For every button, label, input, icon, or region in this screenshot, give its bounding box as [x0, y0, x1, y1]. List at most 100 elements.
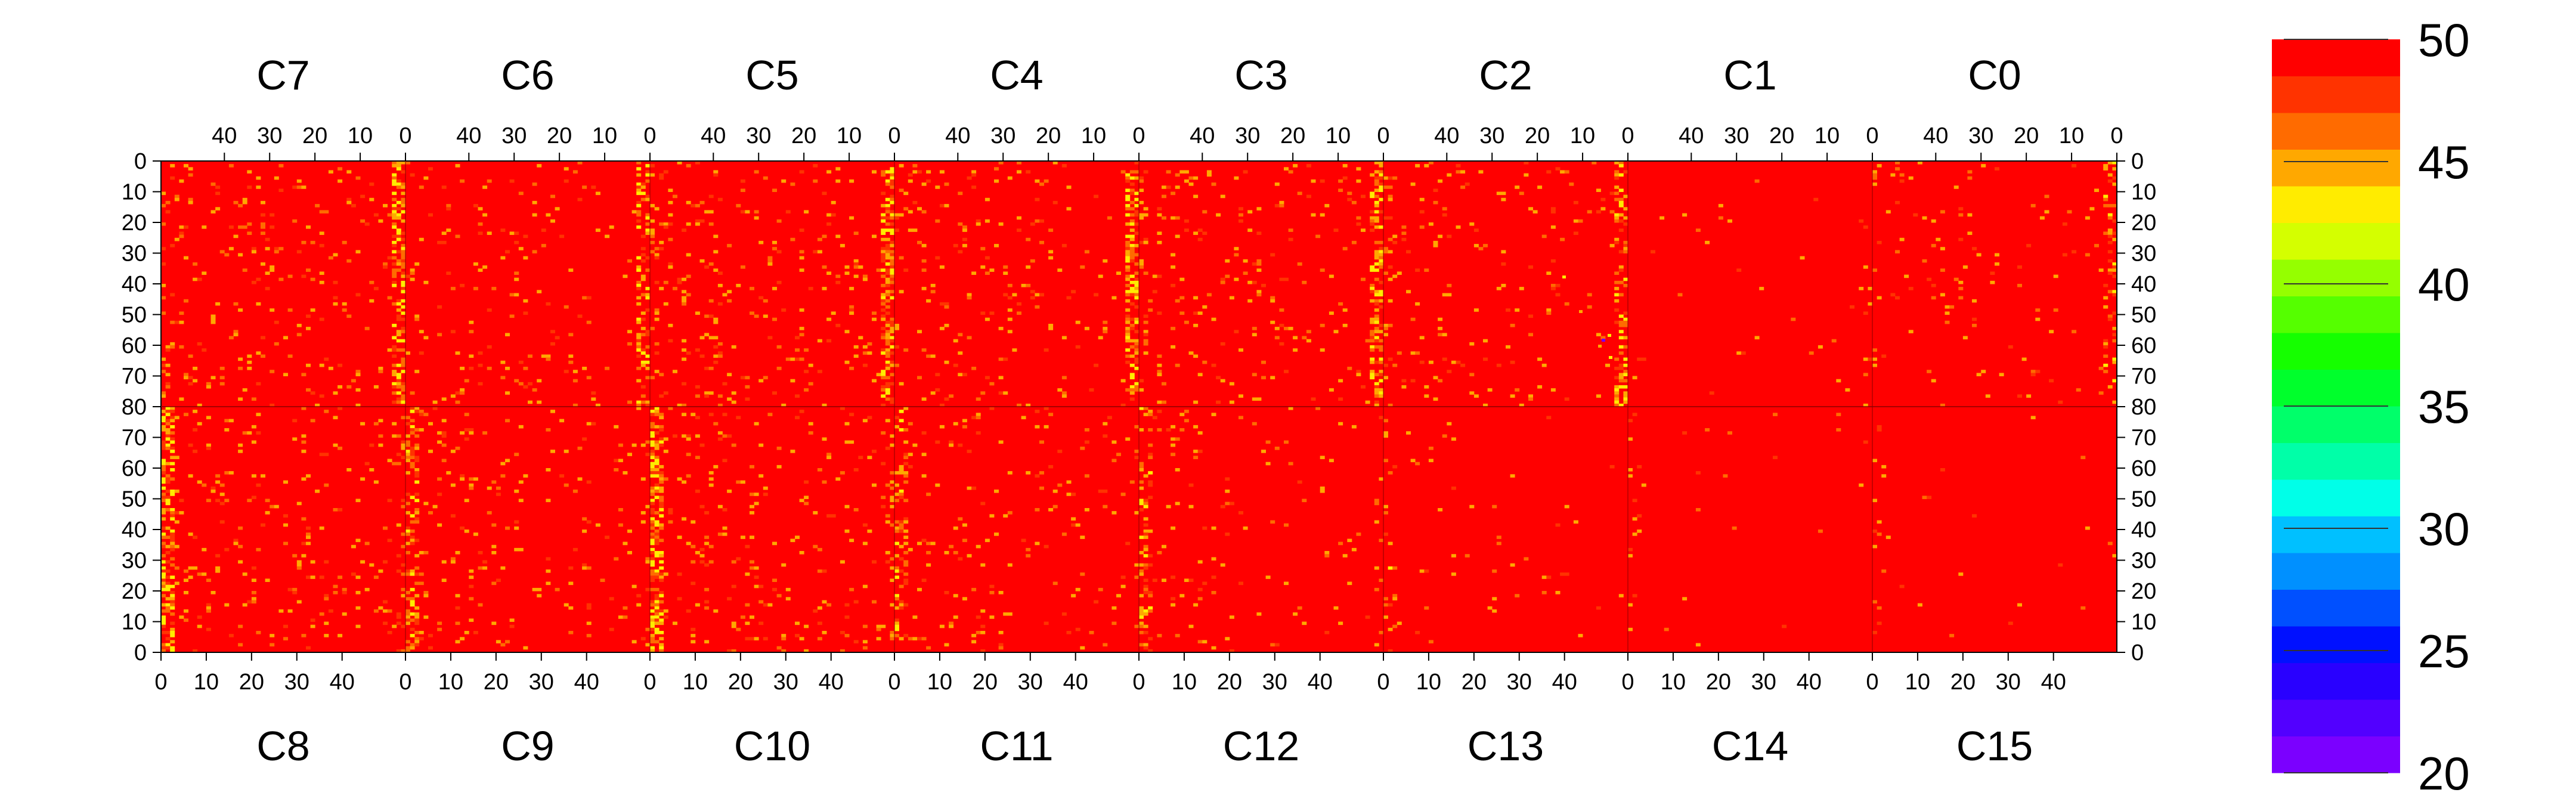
heatmap-cell [1320, 490, 1325, 493]
heatmap-cell [890, 200, 895, 205]
heatmap-cell [1048, 228, 1054, 232]
y-tick-label-right: 20 [2131, 210, 2156, 236]
heatmap-cell [1184, 179, 1189, 183]
heatmap-cell [1949, 634, 1955, 637]
heatmap-cell [387, 213, 392, 217]
heatmap-cell [962, 373, 967, 376]
heatmap-cell [405, 511, 410, 515]
heatmap-cell [1035, 305, 1040, 309]
heatmap-cell [518, 547, 524, 552]
heatmap-cell [514, 379, 519, 383]
heatmap-cell [908, 465, 913, 469]
heatmap-cell [1125, 207, 1131, 210]
heatmap-cell [890, 176, 895, 180]
heatmap-cell [804, 496, 809, 499]
heatmap-cell [1931, 379, 1936, 383]
heatmap-cell [890, 280, 895, 284]
heatmap-cell [1596, 188, 1601, 192]
heatmap-cell [419, 410, 424, 413]
heatmap-cell [1143, 407, 1148, 410]
heatmap-cell [659, 551, 664, 555]
heatmap-cell [1188, 504, 1194, 509]
heatmap-cell [238, 308, 243, 312]
heatmap-cell [650, 204, 655, 208]
chip-label-c0: C0 [1968, 52, 2021, 98]
heatmap-cell [265, 578, 270, 582]
x-tick-label-bottom: 0 [888, 670, 900, 695]
heatmap-cell [650, 603, 655, 607]
heatmap-cell [2080, 606, 2086, 610]
heatmap-cell [894, 569, 899, 573]
heatmap-cell [1071, 493, 1076, 496]
heatmap-cell [903, 541, 909, 546]
heatmap-cell [2112, 379, 2117, 383]
heatmap-cell [455, 234, 460, 239]
heatmap-cell [659, 222, 664, 226]
heatmap-cell [568, 360, 574, 364]
heatmap-cell [808, 431, 813, 435]
heatmap-cell [890, 634, 895, 637]
x-tick-label-bottom: 20 [728, 670, 753, 695]
heatmap-cell [396, 164, 401, 168]
heatmap-cell [885, 207, 890, 210]
heatmap-cell [550, 219, 555, 223]
y-tick-label-right: 30 [2131, 242, 2156, 267]
heatmap-cell [980, 631, 986, 634]
heatmap-cell [831, 311, 836, 315]
heatmap-cell [998, 646, 1004, 650]
heatmap-cell [953, 363, 958, 367]
heatmap-cell [631, 210, 637, 213]
heatmap-cell [401, 185, 406, 189]
heatmap-cell [881, 373, 886, 376]
heatmap-cell [917, 170, 922, 174]
heatmap-cell [881, 213, 886, 217]
heatmap-cell [1193, 324, 1199, 327]
heatmap-cell [650, 413, 655, 416]
heatmap-cell [1171, 345, 1176, 349]
heatmap-cell [2035, 317, 2041, 321]
heatmap-cell [1143, 643, 1148, 647]
heatmap-cell [640, 185, 646, 189]
heatmap-cell [1967, 176, 1973, 180]
heatmap-cell [364, 327, 370, 330]
heatmap-cell [903, 581, 909, 586]
heatmap-cell [1184, 170, 1189, 174]
heatmap-cell [636, 345, 642, 349]
heatmap-cell [450, 330, 456, 333]
heatmap-cell [1705, 428, 1710, 432]
heatmap-cell [890, 244, 895, 247]
heatmap-cell [310, 624, 315, 628]
heatmap-cell [396, 330, 401, 333]
heatmap-cell [971, 367, 977, 370]
heatmap-cell [392, 164, 397, 168]
heatmap-cell [1039, 440, 1044, 444]
heatmap-cell [754, 501, 759, 506]
heatmap-cell [695, 311, 700, 315]
heatmap-cell [1129, 290, 1135, 293]
heatmap-cell [1962, 336, 1968, 340]
heatmap-cell [1129, 170, 1135, 174]
heatmap-cell [609, 225, 614, 229]
y-tick-label-right: 70 [2131, 364, 2156, 389]
heatmap-cell [414, 370, 420, 373]
heatmap-cell [1220, 504, 1225, 509]
heatmap-cell [360, 477, 366, 481]
heatmap-cell [921, 210, 927, 213]
heatmap-cell [500, 462, 506, 466]
heatmap-cell [1579, 310, 1583, 313]
heatmap-cell [1496, 541, 1501, 546]
heatmap-cell [1134, 271, 1140, 275]
heatmap-cell [881, 268, 886, 272]
heatmap-cell [1587, 305, 1592, 309]
heatmap-cell [161, 575, 166, 579]
heatmap-cell [2103, 345, 2109, 349]
heatmap-cell [165, 447, 171, 450]
heatmap-cell [673, 434, 677, 438]
heatmap-cell [1120, 493, 1126, 496]
heatmap-cell [1143, 517, 1148, 521]
heatmap-cell [1171, 437, 1176, 441]
heatmap-cell [1800, 256, 1805, 260]
heatmap-cell [659, 496, 664, 499]
heatmap-cell [1492, 504, 1497, 509]
heatmap-cell [853, 600, 859, 604]
